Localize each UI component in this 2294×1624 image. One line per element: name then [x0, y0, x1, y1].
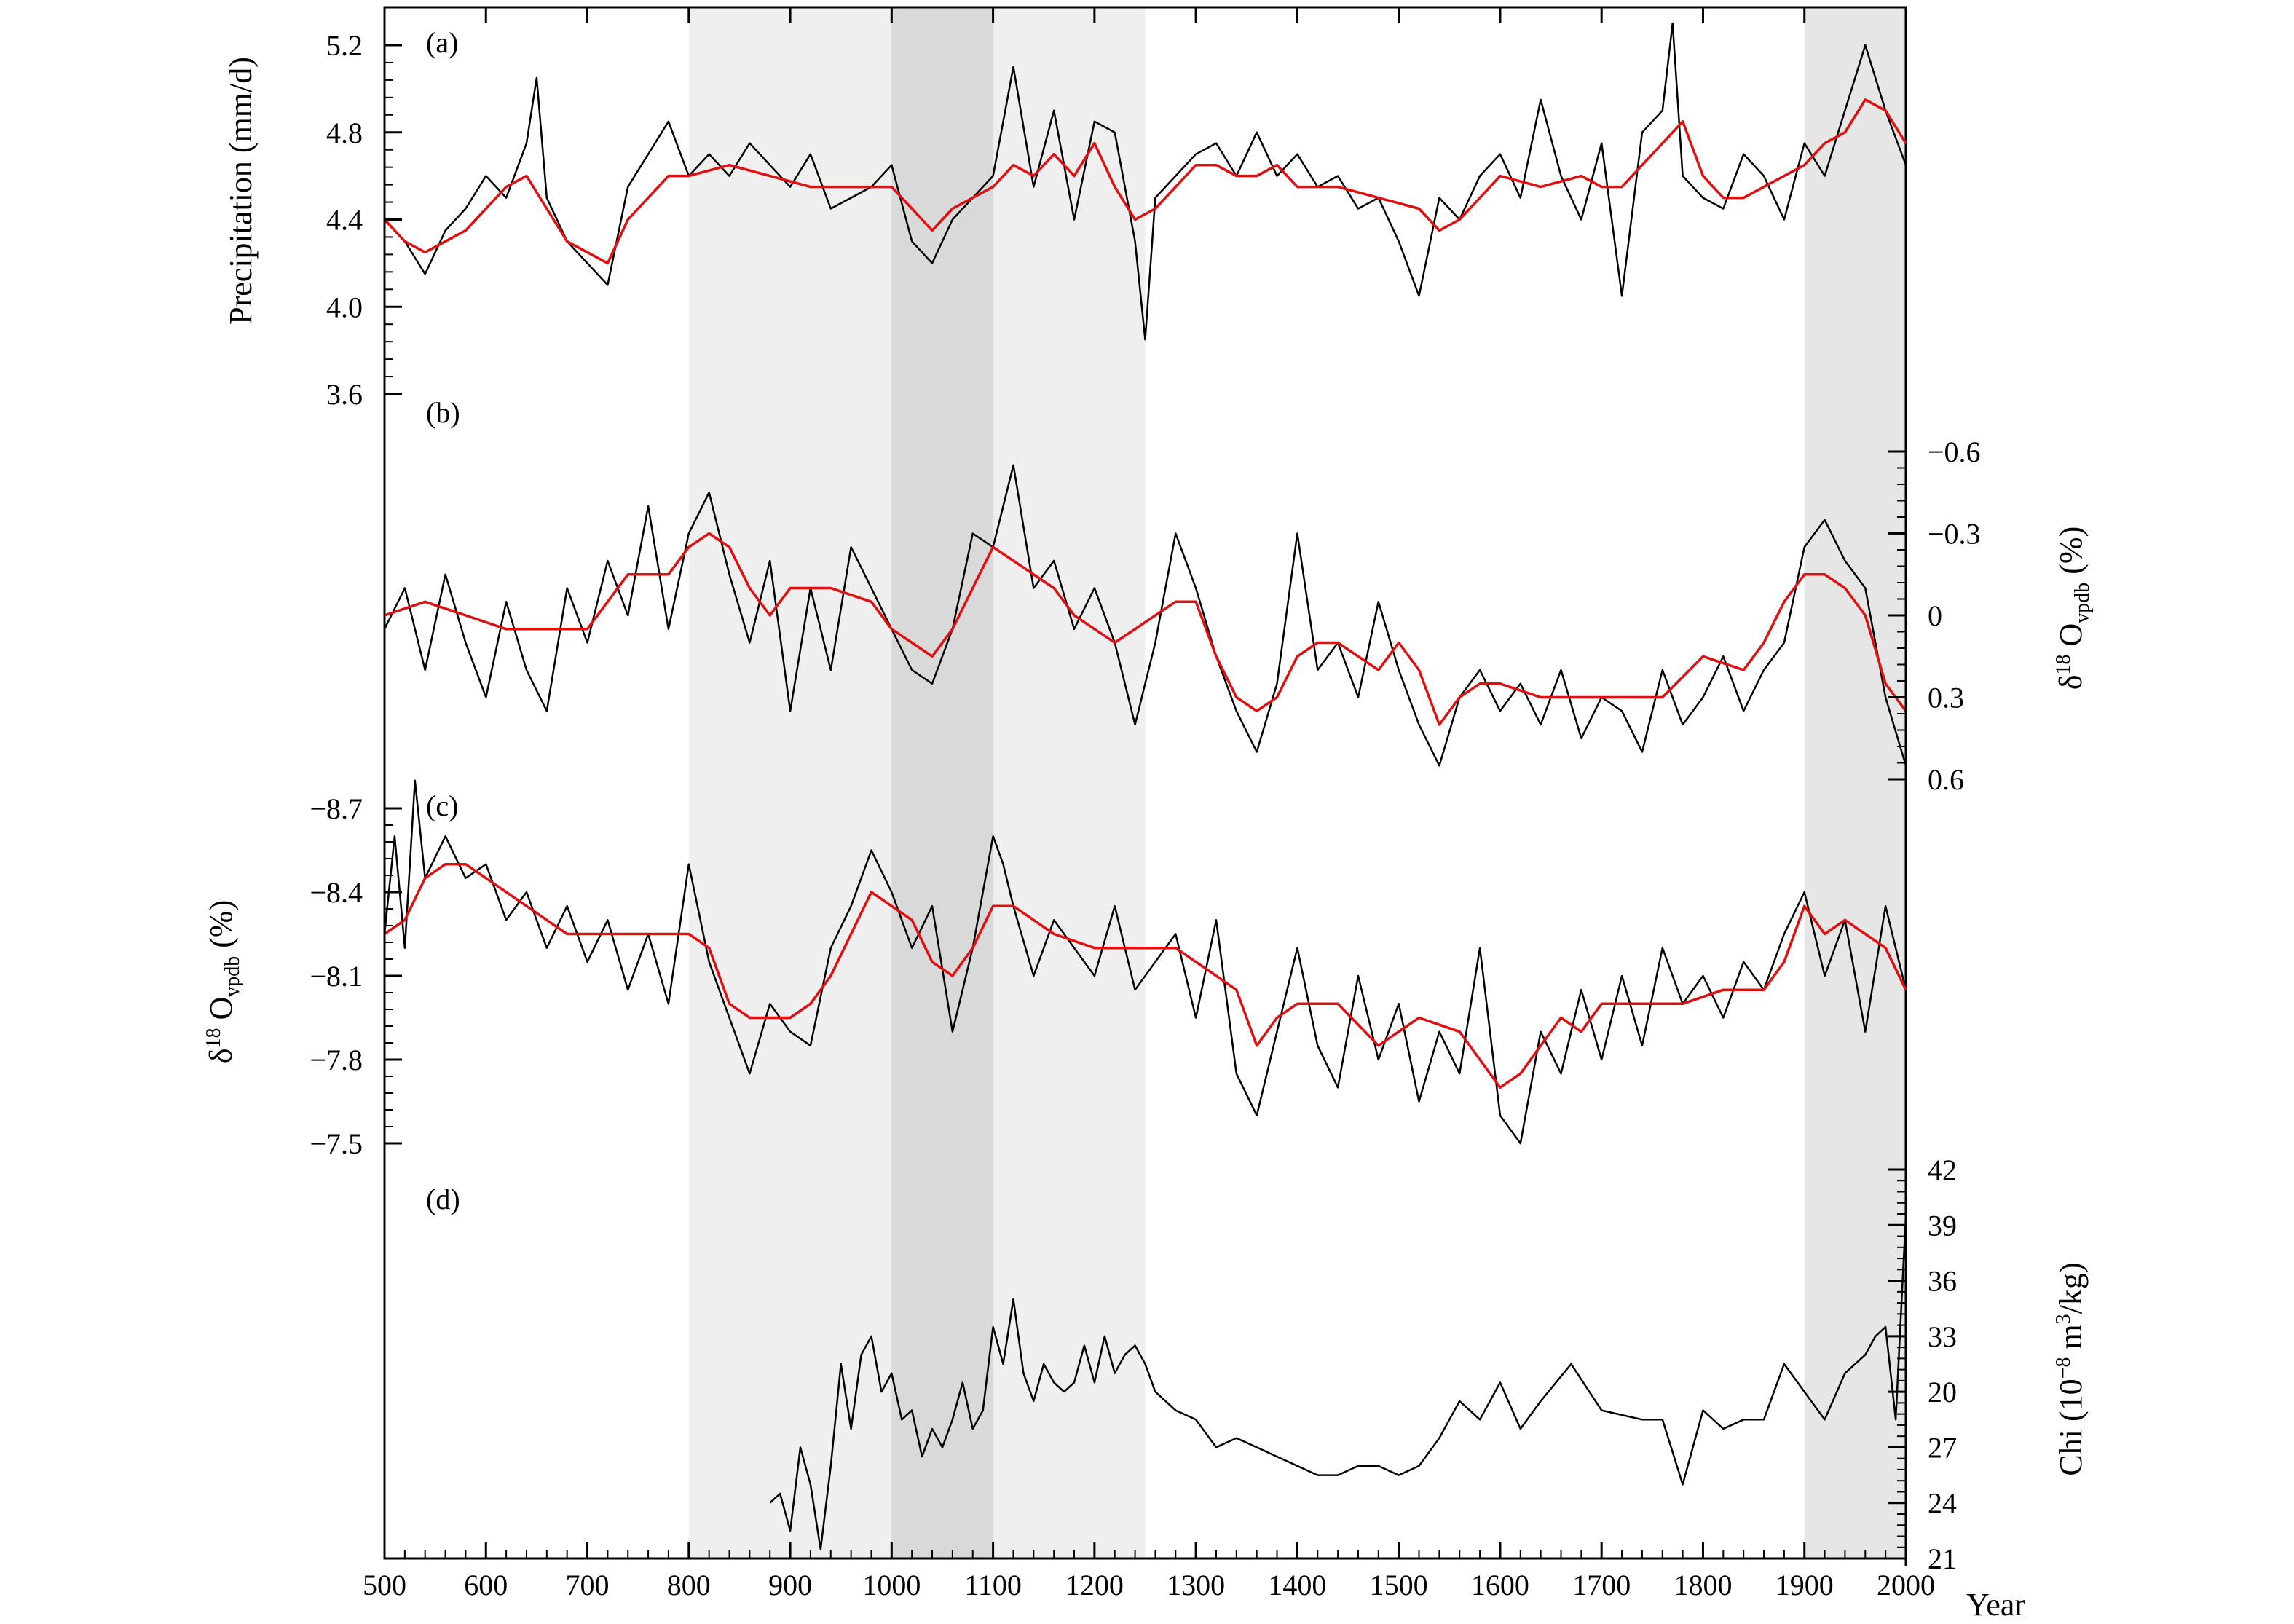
x-tick-label: 1700: [1572, 1569, 1631, 1601]
y-axis-title-b-o: O: [2053, 623, 2089, 655]
y-axis-title-c-o: O: [203, 997, 239, 1028]
y-tick-label: 39: [1928, 1209, 1957, 1242]
y-tick-label: 42: [1928, 1154, 1957, 1186]
x-tick-label: 1300: [1167, 1569, 1225, 1601]
y-tick-label: −0.3: [1928, 518, 1981, 551]
y-tick-label: 4.0: [326, 291, 363, 323]
panel-label-b: (b): [426, 396, 460, 429]
series-raw-panel-2: [383, 464, 1907, 767]
y-tick-label: 27: [1928, 1431, 1957, 1464]
x-tick-label: 1800: [1674, 1569, 1732, 1601]
y-axis-title-b-unit: (%): [2053, 527, 2089, 583]
x-tick-label: 1600: [1471, 1569, 1529, 1601]
y-axis-title-c-unit: (%): [203, 900, 239, 956]
y-tick-label: 4.4: [326, 204, 363, 237]
panel-label-d: (d): [426, 1183, 460, 1215]
x-axis-title: Year: [1966, 1587, 2025, 1623]
x-tick-label: 1000: [862, 1569, 921, 1601]
y-axis-title-b: δ18 Ovpdb (%): [2052, 527, 2094, 690]
x-tick-label: 500: [363, 1569, 406, 1601]
y-axis-title-c-delta: δ: [203, 1049, 239, 1064]
y-tick-label: −7.8: [310, 1044, 363, 1076]
y-tick-label: −0.6: [1928, 435, 1981, 468]
shaded-periods: [688, 7, 1906, 1558]
y-axis-title-d-sup1: −8: [2052, 1357, 2075, 1379]
x-tick-label: 600: [464, 1569, 508, 1601]
axes-layer: 500 600 700 800 900 1000 1100 1200 1300 1400 1500 1…: [310, 7, 1981, 1601]
y-tick-label: −8.1: [310, 960, 363, 993]
x-tick-label: 1900: [1775, 1569, 1834, 1601]
y-tick-label: 21: [1928, 1542, 1957, 1575]
y-tick-label: 0: [1928, 599, 1942, 632]
x-tick-label: 700: [566, 1569, 610, 1601]
x-tick-label: 800: [667, 1569, 711, 1601]
y-axis-title-b-delta: δ: [2053, 675, 2089, 690]
y-tick-label: −8.4: [310, 876, 363, 909]
series-raw-panel-1: [384, 22, 1907, 341]
y-tick-label: 0.3: [1928, 682, 1964, 714]
y-axis-title-c-sub: vpdb: [221, 956, 244, 997]
y-tick-label: 3.6: [326, 378, 363, 411]
y-tick-label: 0.6: [1928, 763, 1964, 796]
y-axis-title-b-sup: 18: [2052, 655, 2075, 675]
series-layer: [383, 22, 1907, 1550]
x-tick-label: 1500: [1370, 1569, 1428, 1601]
y-axis-title-d: Chi (10−8 m3/kg): [2052, 1262, 2089, 1475]
y-axis-title-a: Precipitation (mm/d): [223, 57, 259, 325]
shaded-period-dark: [891, 7, 993, 1558]
panel-label-c: (c): [426, 789, 458, 822]
shaded-period-recent: [1804, 7, 1906, 1558]
series-smooth-panel-2: [384, 532, 1907, 726]
y-tick-label: −8.7: [310, 792, 363, 825]
y-tick-label: 24: [1928, 1487, 1957, 1520]
y-tick-label: 20: [1928, 1376, 1957, 1408]
x-tick-label: 2000: [1877, 1569, 1935, 1601]
y-axis-title-d-pre: Chi (10: [2053, 1379, 2089, 1475]
y-axis-title-c: δ18 Ovpdb (%): [202, 900, 244, 1063]
series-raw-panel-4: [769, 1215, 1907, 1550]
x-tick-label: 1400: [1268, 1569, 1326, 1601]
x-tick-label: 1200: [1065, 1569, 1124, 1601]
y-tick-label: 36: [1928, 1265, 1957, 1298]
y-axis-title-d-mid: m: [2053, 1324, 2089, 1357]
y-tick-label: 4.8: [326, 117, 363, 149]
series-smooth-panel-3: [384, 862, 1907, 1089]
y-axis-title-b-sub: vpdb: [2071, 583, 2094, 623]
y-tick-label: 5.2: [326, 29, 363, 62]
y-axis-title-d-post: /kg): [2053, 1262, 2089, 1314]
y-tick-label: −7.5: [310, 1127, 363, 1160]
series-smooth-panel-1: [383, 98, 1907, 265]
panel-label-a: (a): [426, 26, 458, 59]
y-axis-title-c-sup: 18: [202, 1028, 225, 1049]
y-tick-label: 33: [1928, 1320, 1957, 1353]
x-tick-label: 900: [768, 1569, 812, 1601]
series-raw-panel-3: [383, 779, 1907, 1145]
x-tick-label: 1100: [964, 1569, 1022, 1601]
y-axis-title-d-sup2: 3: [2052, 1314, 2075, 1324]
